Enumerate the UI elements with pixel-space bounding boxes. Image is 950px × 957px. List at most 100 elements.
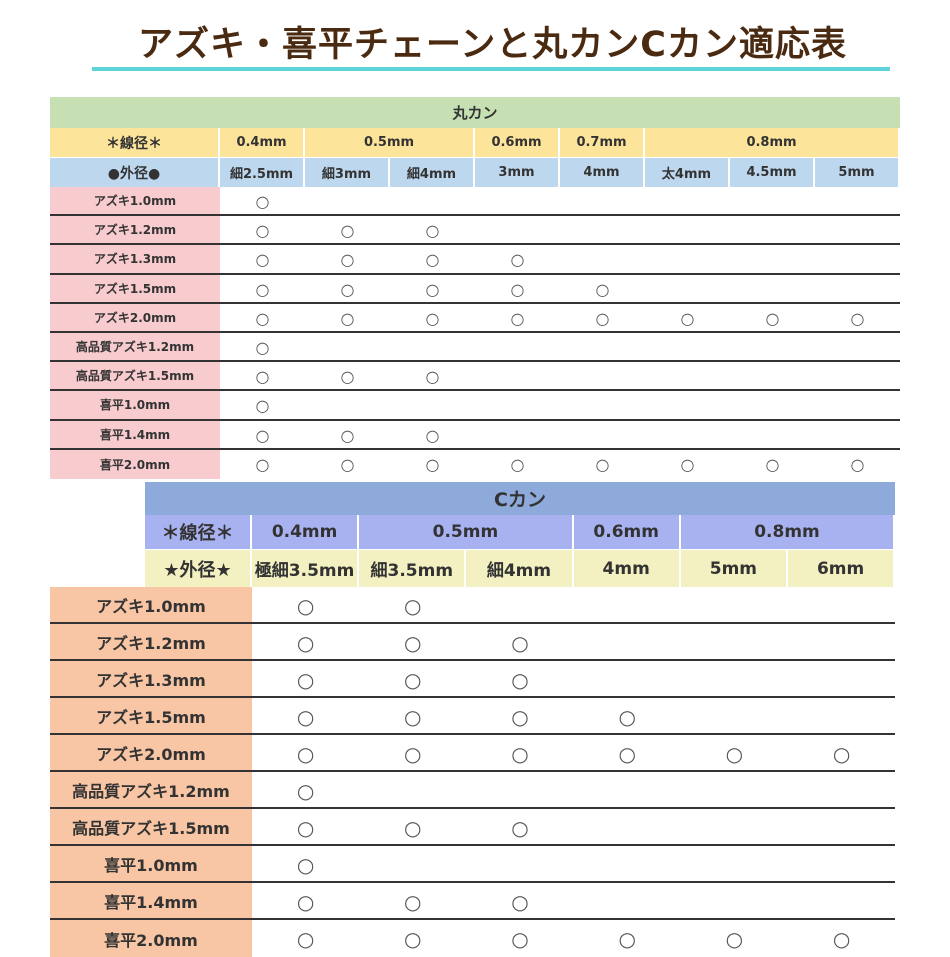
ckan-compat-mark: ○ — [832, 741, 851, 766]
ckan-compat-mark — [466, 587, 573, 624]
ckan-compat-mark — [788, 587, 895, 624]
ckan-compat-mark: ○ — [511, 741, 529, 766]
ckan-compat-mark — [788, 883, 895, 920]
row-divider — [50, 696, 895, 698]
ckan-compat-mark — [681, 661, 788, 698]
row-divider — [50, 389, 900, 392]
marukan-row-label: 喜平1.4mm — [50, 420, 220, 448]
marukan-compat-mark: ○ — [425, 250, 440, 270]
ckan-wire-2: 0.6mm — [573, 515, 679, 549]
marukan-compat-mark: ○ — [340, 250, 355, 270]
marukan-compat-mark — [730, 275, 815, 304]
ckan-compat-mark — [681, 809, 788, 846]
ckan-compat-mark: ○ — [618, 926, 636, 951]
row-divider — [50, 881, 895, 883]
ckan-compat-mark: ○ — [404, 889, 422, 914]
marukan-compat-mark: ○ — [255, 192, 270, 212]
marukan-compat-mark — [730, 421, 815, 450]
row-divider — [50, 331, 900, 333]
row-divider — [50, 243, 900, 246]
marukan-compat-mark — [730, 333, 815, 362]
marukan-compat-mark — [730, 391, 815, 420]
ckan-compat-mark — [681, 846, 788, 883]
ckan-row-label: 喜平1.0mm — [50, 846, 252, 881]
row-divider — [50, 770, 895, 772]
marukan-compat-mark: ○ — [680, 454, 695, 474]
ckan-compat-mark: ○ — [296, 741, 315, 766]
marukan-compat-mark — [815, 333, 900, 362]
ckan-outer-0: 極細3.5mm — [252, 550, 358, 587]
ckan-outer-label: ★外径★ — [145, 550, 250, 587]
marukan-compat-mark — [475, 391, 560, 420]
ckan-compat-mark: ○ — [296, 852, 315, 877]
marukan-compat-mark — [475, 187, 560, 216]
marukan-compat-mark: ○ — [340, 308, 355, 328]
marukan-compat-mark: ○ — [340, 367, 355, 387]
row-divider — [50, 844, 895, 846]
ckan-compat-mark — [681, 698, 788, 735]
ckan-compat-mark — [788, 624, 895, 661]
ckan-compat-mark — [788, 846, 895, 883]
marukan-compat-mark: ○ — [595, 454, 610, 474]
marukan-compat-mark: ○ — [255, 279, 270, 299]
marukan-outer-label: ●外径● — [50, 158, 218, 187]
marukan-compat-mark: ○ — [510, 454, 525, 474]
marukan-compat-mark: ○ — [340, 221, 355, 241]
marukan-compat-mark — [645, 275, 730, 304]
ckan-compat-mark: ○ — [296, 926, 315, 951]
ckan-compat-mark — [574, 883, 681, 920]
ckan-compat-mark: ○ — [404, 593, 422, 618]
marukan-outer-4: 4mm — [560, 158, 643, 187]
ckan-wire-1: 0.5mm — [359, 515, 572, 549]
marukan-compat-mark — [305, 187, 390, 216]
marukan-row-label: アズキ1.0mm — [50, 187, 220, 215]
marukan-compat-mark: ○ — [765, 454, 780, 474]
ckan-compat-mark — [681, 883, 788, 920]
ckan-wire-0: 0.4mm — [252, 515, 358, 549]
ckan-compat-mark: ○ — [296, 630, 315, 655]
marukan-outer-0: 細2.5mm — [220, 158, 303, 187]
ckan-compat-mark: ○ — [296, 593, 315, 618]
marukan-compat-mark: ○ — [510, 279, 525, 299]
marukan-compat-mark — [475, 362, 560, 391]
ckan-compat-mark: ○ — [296, 889, 315, 914]
ckan-row-label: 喜平2.0mm — [50, 920, 252, 957]
marukan-compat-mark — [645, 333, 730, 362]
ckan-compat-mark: ○ — [725, 926, 744, 951]
ckan-compat-mark: ○ — [296, 778, 315, 803]
ckan-compat-mark: ○ — [404, 630, 422, 655]
ckan-row-label: アズキ1.3mm — [50, 661, 252, 696]
marukan-row-label: アズキ2.0mm — [50, 303, 220, 331]
ckan-row-label: アズキ2.0mm — [50, 735, 252, 770]
row-divider — [50, 214, 900, 217]
marukan-compat-mark — [815, 391, 900, 420]
row-divider — [50, 447, 900, 450]
marukan-compat-mark: ○ — [255, 250, 270, 270]
marukan-row-label: 喜平2.0mm — [50, 449, 220, 479]
row-divider — [50, 659, 895, 661]
ckan-compat-mark: ○ — [404, 667, 422, 692]
ckan-outer-5: 6mm — [788, 550, 894, 587]
ckan-compat-mark — [574, 587, 681, 624]
marukan-compat-mark: ○ — [340, 279, 355, 299]
marukan-compat-mark — [645, 421, 730, 450]
marukan-compat-mark: ○ — [425, 367, 440, 387]
marukan-row-label: アズキ1.5mm — [50, 274, 220, 302]
ckan-outer-4: 5mm — [680, 550, 786, 587]
ckan-compat-mark — [788, 809, 895, 846]
ckan-row-label: 高品質アズキ1.2mm — [50, 772, 252, 807]
ckan-compat-mark: ○ — [511, 815, 529, 840]
ckan-row-label: アズキ1.5mm — [50, 698, 252, 733]
marukan-compat-mark — [305, 391, 390, 420]
ckan-compat-mark — [788, 661, 895, 698]
row-divider — [50, 301, 900, 304]
marukan-compat-mark — [560, 391, 645, 420]
marukan-compat-mark — [730, 245, 815, 274]
marukan-compat-mark: ○ — [340, 425, 355, 445]
row-divider — [50, 272, 900, 275]
marukan-compat-mark — [645, 216, 730, 245]
marukan-compat-mark — [815, 362, 900, 391]
marukan-compat-mark — [475, 333, 560, 362]
ckan-compat-mark: ○ — [404, 815, 422, 840]
ckan-compat-mark — [788, 698, 895, 735]
